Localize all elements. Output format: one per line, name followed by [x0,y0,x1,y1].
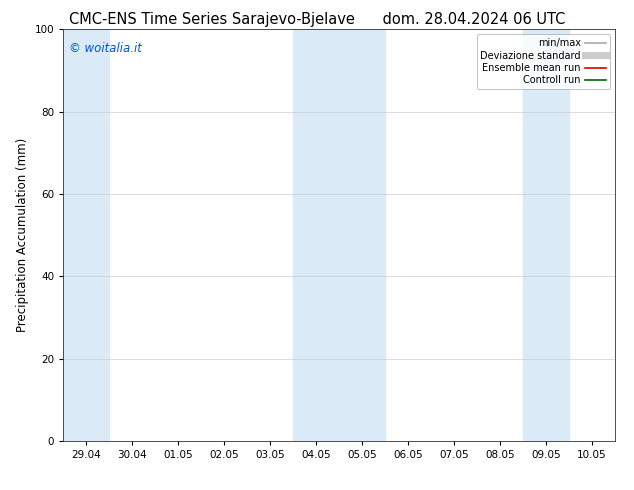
Text: © woitalia.it: © woitalia.it [69,42,142,55]
Bar [293,29,385,441]
Y-axis label: Precipitation Accumulation (mm): Precipitation Accumulation (mm) [16,138,29,332]
Text: CMC-ENS Time Series Sarajevo-Bjelave      dom. 28.04.2024 06 UTC: CMC-ENS Time Series Sarajevo-Bjelave dom… [69,12,565,27]
Bar [63,29,110,441]
Legend: min/max, Deviazione standard, Ensemble mean run, Controll run: min/max, Deviazione standard, Ensemble m… [477,34,610,89]
Bar [523,29,569,441]
